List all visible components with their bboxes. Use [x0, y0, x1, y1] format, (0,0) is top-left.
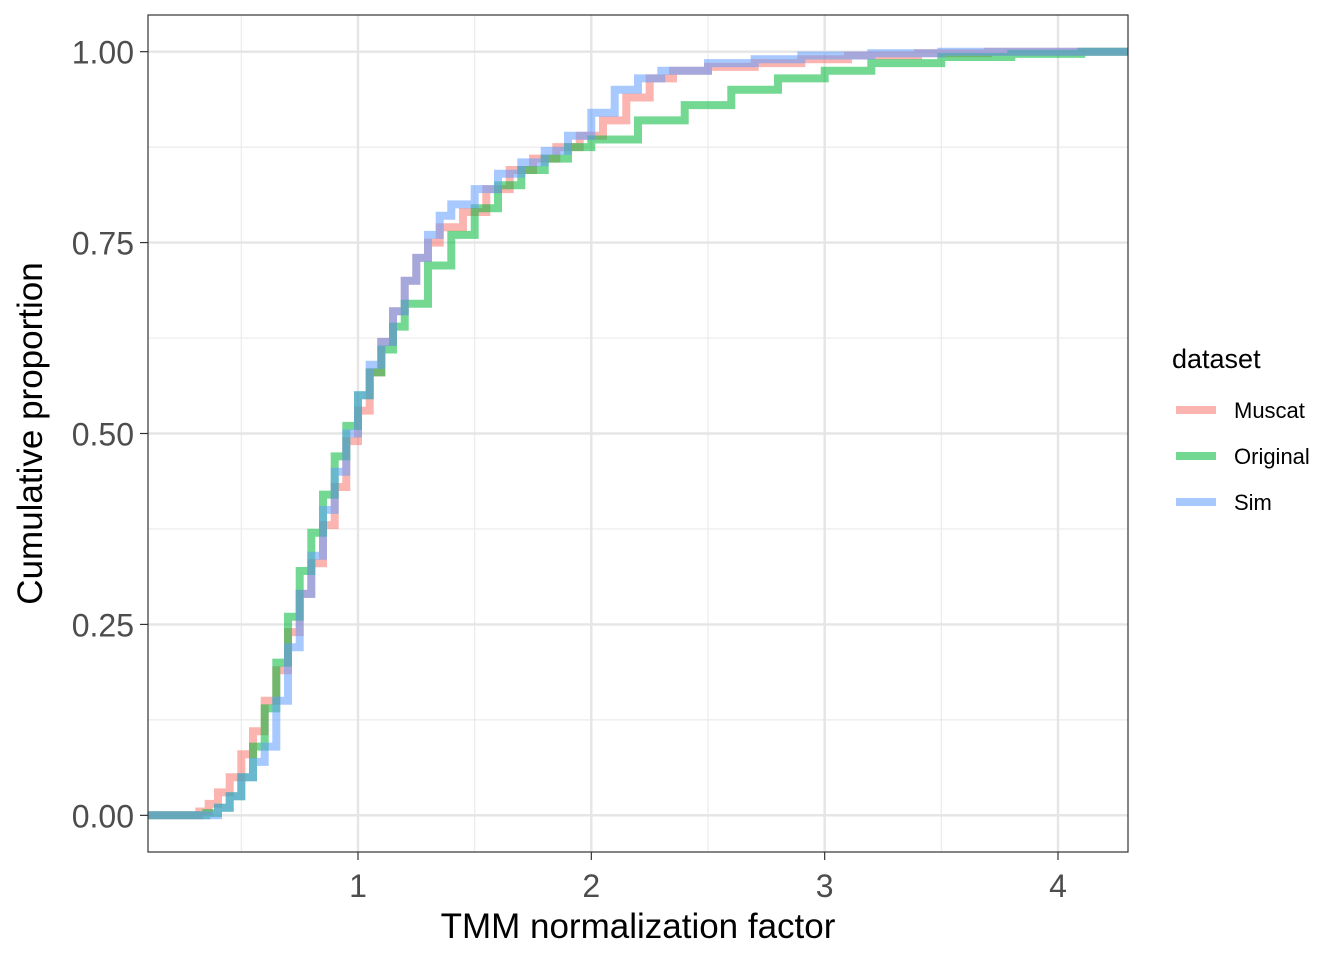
x-axis-title: TMM normalization factor [441, 907, 836, 946]
legend-items: Muscat Original Sim [1176, 398, 1310, 515]
x-tick-label: 1 [349, 868, 367, 904]
x-tick-label: 4 [1049, 868, 1067, 904]
x-axis-ticks: 1 2 3 4 [349, 852, 1067, 904]
legend-label-original: Original [1234, 444, 1310, 469]
legend: dataset Muscat Original Sim [1172, 344, 1310, 515]
x-tick-label: 2 [582, 868, 600, 904]
legend-label-muscat: Muscat [1234, 398, 1305, 423]
y-tick-label: 0.50 [72, 417, 134, 453]
y-tick-label: 0.75 [72, 226, 134, 262]
legend-label-sim: Sim [1234, 490, 1272, 515]
series-line-sim [148, 47, 1128, 820]
series-layer [148, 47, 1128, 820]
major-grid [148, 15, 1128, 852]
x-tick-label: 3 [816, 868, 834, 904]
y-tick-label: 0.25 [72, 607, 134, 643]
legend-title: dataset [1172, 344, 1261, 374]
y-axis-ticks: 0.00 0.25 0.50 0.75 1.00 [72, 35, 148, 834]
y-axis-title: Cumulative proportion [11, 262, 50, 604]
y-tick-label: 1.00 [72, 35, 134, 71]
y-tick-label: 0.00 [72, 798, 134, 834]
